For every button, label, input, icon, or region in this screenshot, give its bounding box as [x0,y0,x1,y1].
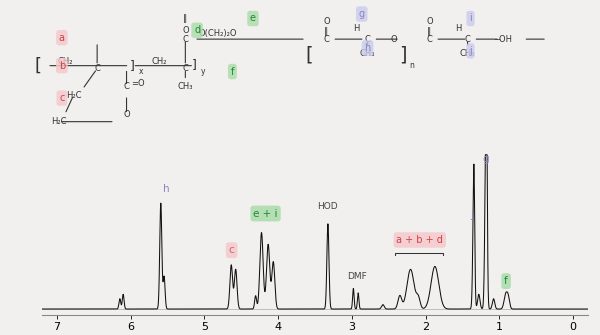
Text: f: f [504,276,508,286]
Text: H: H [455,24,462,33]
Text: H: H [353,24,359,33]
Text: C: C [464,35,470,44]
Text: C: C [182,35,188,44]
X-axis label: ppm: ppm [302,333,328,335]
Text: O: O [182,26,188,35]
Text: j: j [470,210,473,220]
Text: ‖: ‖ [325,27,329,36]
Text: HOD: HOD [317,202,338,211]
Text: ]: ] [130,59,135,72]
Text: CH₃: CH₃ [360,49,376,58]
Text: O(CH₂)₂O: O(CH₂)₂O [199,29,237,38]
Text: C: C [94,64,100,73]
Text: c: c [59,93,65,103]
Text: a + b + d: a + b + d [397,235,443,245]
Text: ]: ] [399,46,407,65]
Text: [: [ [35,57,42,75]
Text: a: a [59,32,65,43]
Text: n: n [409,61,414,70]
Text: O: O [391,35,397,44]
Text: g: g [359,9,365,19]
Text: CH₂: CH₂ [57,57,73,66]
Text: [: [ [305,46,313,65]
Text: O: O [123,110,130,119]
Text: CH₃: CH₃ [178,82,193,91]
Text: C: C [182,64,188,73]
Text: O: O [426,17,433,26]
Text: y: y [201,67,205,76]
Text: j: j [469,46,472,56]
Text: C: C [124,82,130,91]
Text: ‖: ‖ [427,27,431,36]
Text: H₂C: H₂C [51,117,67,126]
Text: ─OH: ─OH [494,35,512,44]
Text: c: c [229,245,235,255]
Text: C: C [365,35,371,44]
Text: CH₃: CH₃ [460,49,475,58]
Text: O: O [323,17,330,26]
Text: i: i [469,13,472,23]
Text: C: C [427,35,432,44]
Text: b: b [59,61,65,71]
Text: H₂C: H₂C [66,91,82,99]
Text: x: x [139,67,143,76]
Text: e: e [250,13,256,23]
Text: e + i: e + i [253,208,278,218]
Text: h: h [163,184,169,194]
Text: CH₂: CH₂ [151,57,167,66]
Text: g: g [482,154,489,164]
Text: ‖: ‖ [183,14,187,23]
Text: C: C [323,35,329,44]
Text: d: d [194,25,200,35]
Text: h: h [364,43,371,53]
Text: f: f [230,67,234,77]
Text: =O: =O [131,79,145,88]
Text: DMF: DMF [347,272,367,281]
Text: ]: ] [192,58,197,71]
